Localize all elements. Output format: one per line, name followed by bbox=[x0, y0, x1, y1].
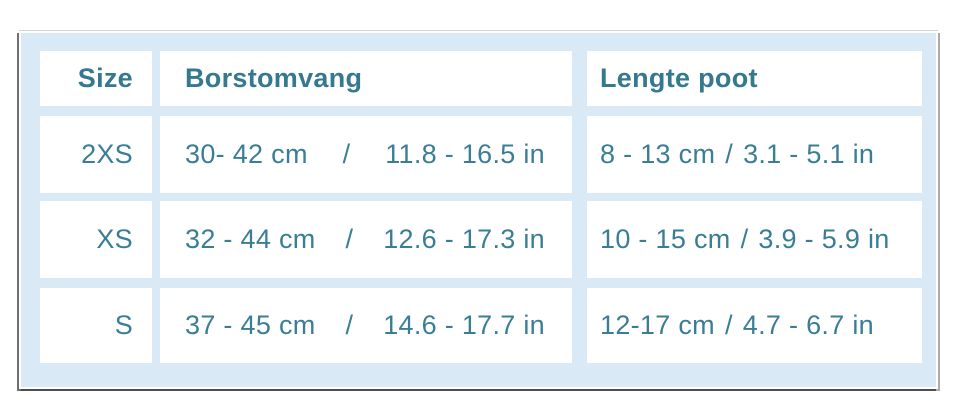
separator-slash: / bbox=[345, 310, 354, 340]
table-row-leg-cell: 12-17 cm / 4.7 - 6.7 in bbox=[587, 288, 922, 363]
table-row-size-cell: XS bbox=[40, 201, 152, 278]
chest-cm-value: 37 - 45 cm bbox=[185, 310, 316, 340]
size-value: XS bbox=[96, 224, 133, 254]
table-row-chest-cell: 37 - 45 cm / 14.6 - 17.7 in bbox=[160, 288, 572, 363]
leg-cm-value: 8 - 13 cm bbox=[600, 139, 716, 169]
chest-in-value: 11.8 - 16.5 in bbox=[385, 139, 545, 169]
table-row-leg-cell: 8 - 13 cm / 3.1 - 5.1 in bbox=[587, 116, 922, 193]
column-header-leg: Lengte poot bbox=[587, 51, 922, 106]
leg-cm-value: 10 - 15 cm bbox=[600, 224, 731, 254]
chest-cm-value: 32 - 44 cm bbox=[185, 224, 316, 254]
separator-slash: / bbox=[342, 139, 351, 169]
separator-slash: / bbox=[725, 139, 734, 169]
separator-slash: / bbox=[724, 310, 733, 340]
chest-in-value: 14.6 - 17.7 in bbox=[383, 310, 545, 340]
separator-slash: / bbox=[740, 224, 749, 254]
size-value: S bbox=[114, 310, 133, 340]
column-header-leg-label: Lengte poot bbox=[600, 63, 758, 93]
chest-in-value: 12.6 - 17.3 in bbox=[383, 224, 545, 254]
chest-cm-value: 30- 42 cm bbox=[185, 139, 308, 169]
column-header-chest: Borstomvang bbox=[160, 51, 572, 106]
leg-in-value: 4.7 - 6.7 in bbox=[742, 310, 874, 340]
leg-in-value: 3.1 - 5.1 in bbox=[743, 139, 875, 169]
leg-cm-value: 12-17 cm bbox=[600, 310, 715, 340]
size-chart-card: Size Borstomvang Lengte poot 2XS 30- 42 … bbox=[19, 31, 938, 389]
table-row-leg-cell: 10 - 15 cm / 3.9 - 5.9 in bbox=[587, 201, 922, 278]
table-row-chest-cell: 32 - 44 cm / 12.6 - 17.3 in bbox=[160, 201, 572, 278]
column-header-size-label: Size bbox=[77, 63, 133, 93]
size-chart-table: Size Borstomvang Lengte poot 2XS 30- 42 … bbox=[40, 51, 922, 363]
table-row-chest-cell: 30- 42 cm / 11.8 - 16.5 in bbox=[160, 116, 572, 193]
size-value: 2XS bbox=[81, 139, 133, 169]
column-header-chest-label: Borstomvang bbox=[185, 63, 363, 93]
table-row-size-cell: 2XS bbox=[40, 116, 152, 193]
column-header-size: Size bbox=[40, 51, 152, 106]
table-row-size-cell: S bbox=[40, 288, 152, 363]
leg-in-value: 3.9 - 5.9 in bbox=[758, 224, 890, 254]
separator-slash: / bbox=[345, 224, 354, 254]
